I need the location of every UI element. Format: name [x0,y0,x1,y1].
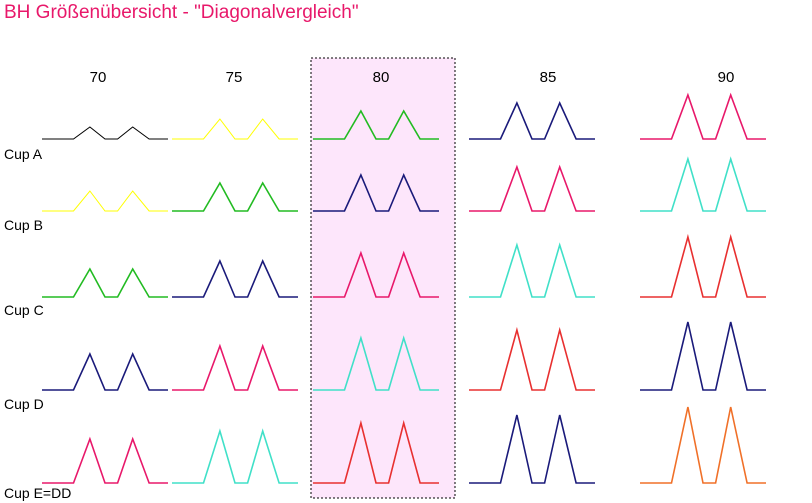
row-label-cup-a: Cup A [4,146,43,162]
shape-cup-b-90 [640,156,766,212]
shape-cup-e-dd-90 [640,406,766,484]
shape-cup-d-85 [469,326,595,391]
shape-cup-d-90 [640,321,766,391]
row-labels: Cup A Cup B Cup C Cup D Cup E=DD [4,146,71,501]
row-label-cup-e-dd: Cup E=DD [4,485,71,501]
shape-cup-d-70 [42,352,168,391]
shape-cup-e-dd-85 [469,414,595,484]
shape-cup-a-80 [313,109,439,140]
column-label-85: 85 [540,69,557,86]
shape-cup-c-85 [469,242,595,298]
row-label-cup-d: Cup D [4,396,44,412]
shape-cup-e-dd-75 [172,428,298,484]
shape-cup-d-75 [172,343,298,391]
row-label-cup-b: Cup B [4,217,43,233]
shape-cup-c-70 [42,267,168,298]
column-label-80: 80 [373,69,390,86]
shape-cup-c-75 [172,259,298,298]
shape-cup-d-80 [313,335,439,391]
column-label-75: 75 [226,69,243,86]
highlight-column-80 [310,57,456,499]
shape-cup-b-70 [42,190,168,212]
chart-title: BH Größenübersicht - "Diagonalvergleich" [4,2,359,23]
shape-cup-c-90 [640,233,766,298]
row-label-cup-c: Cup C [4,302,44,318]
shape-cup-a-85 [469,101,595,140]
shape-cup-a-75 [172,118,298,140]
shape-cup-b-75 [172,181,298,212]
shape-cup-b-80 [313,173,439,212]
shape-cup-e-dd-80 [313,419,439,484]
shape-cup-a-70 [42,126,168,140]
shape-cup-b-85 [469,164,595,212]
column-label-70: 70 [90,69,107,86]
shape-cup-a-90 [640,92,766,140]
shape-grid [42,92,766,484]
shape-cup-c-80 [313,250,439,298]
column-label-90: 90 [718,69,735,86]
column-labels: 70 75 80 85 90 [90,69,735,86]
shape-cup-e-dd-70 [42,436,168,484]
